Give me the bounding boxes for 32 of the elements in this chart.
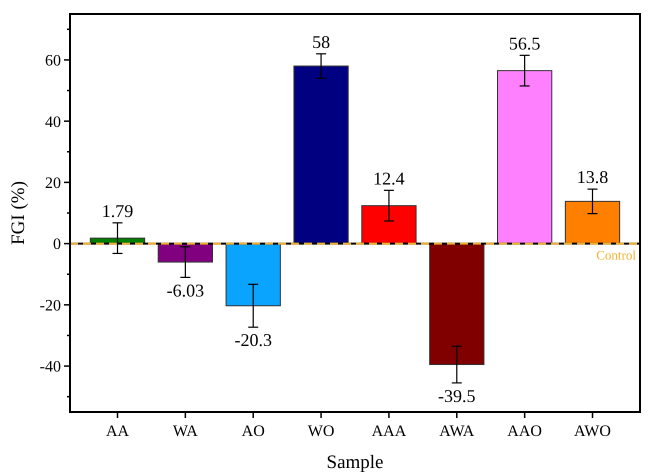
y-tick-label: 60 bbox=[45, 52, 61, 70]
data-label: 12.4 bbox=[373, 168, 405, 188]
y-tick-label: 20 bbox=[45, 174, 61, 192]
y-tick-label: 0 bbox=[53, 236, 61, 254]
data-label: 58 bbox=[312, 32, 330, 52]
bar bbox=[226, 243, 281, 306]
x-tick-label: AWA bbox=[439, 423, 475, 440]
bar bbox=[293, 66, 349, 244]
data-label: -6.03 bbox=[166, 280, 204, 300]
y-tick-label: 40 bbox=[45, 114, 61, 131]
x-tick-label: WO bbox=[308, 423, 334, 440]
bar bbox=[564, 200, 620, 244]
x-axis-title: Sample bbox=[326, 452, 384, 473]
data-label: 13.8 bbox=[576, 167, 608, 188]
y-tick-label: -20 bbox=[40, 297, 61, 314]
x-tick-label: AO bbox=[242, 423, 265, 440]
data-label: 56.5 bbox=[508, 33, 540, 54]
x-tick-label: AWO bbox=[574, 423, 611, 440]
ref-line-label: Control bbox=[596, 248, 636, 263]
y-axis-title: FGI (%) bbox=[8, 181, 29, 245]
x-tick-label: WA bbox=[172, 423, 198, 440]
x-tick-label: AAO bbox=[507, 423, 542, 440]
x-tick-label: AAA bbox=[372, 423, 407, 440]
x-tick-label: AA bbox=[106, 423, 130, 440]
bar bbox=[361, 205, 417, 244]
bar bbox=[158, 243, 213, 263]
data-label: -39.5 bbox=[438, 386, 476, 406]
y-tick-label: -40 bbox=[40, 358, 61, 376]
data-label: 1.79 bbox=[102, 200, 134, 221]
bar bbox=[497, 70, 552, 244]
bar bbox=[429, 243, 484, 366]
data-label: -20.3 bbox=[234, 330, 272, 350]
